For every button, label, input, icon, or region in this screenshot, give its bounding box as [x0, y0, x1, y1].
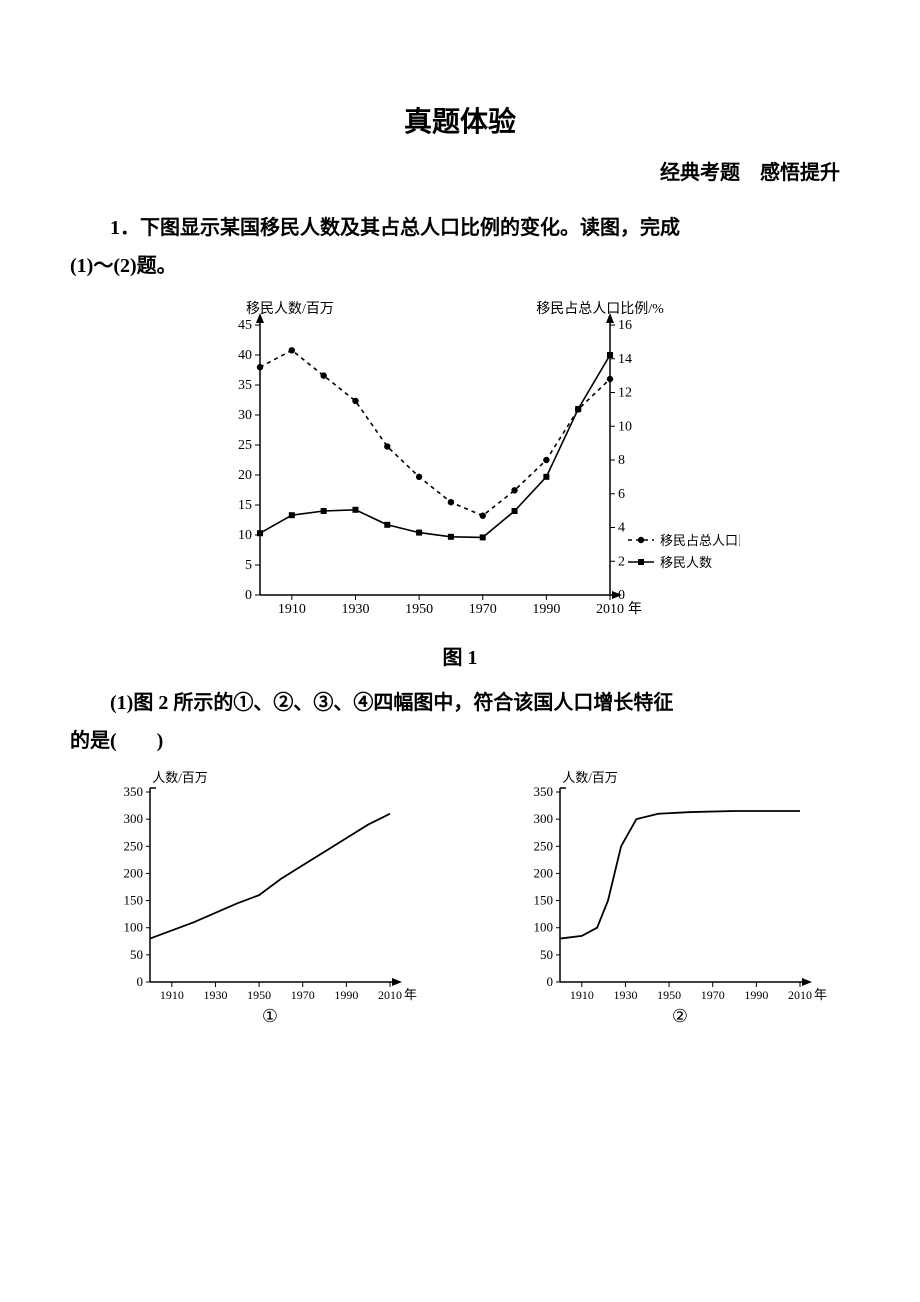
- svg-text:100: 100: [534, 920, 554, 935]
- svg-text:移民占总人口比例: 移民占总人口比例: [660, 533, 740, 548]
- svg-text:1930: 1930: [613, 988, 637, 1002]
- svg-text:200: 200: [124, 865, 144, 880]
- svg-text:年: 年: [628, 601, 642, 617]
- chart-1: 移民人数/百万移民占总人口比例/%05101520253035404502468…: [180, 295, 740, 635]
- svg-text:1990: 1990: [744, 988, 768, 1002]
- svg-text:250: 250: [534, 838, 554, 853]
- svg-text:300: 300: [124, 811, 144, 826]
- svg-text:16: 16: [618, 318, 632, 333]
- svg-text:2010: 2010: [596, 602, 624, 617]
- svg-text:1910: 1910: [570, 988, 594, 1002]
- question-intro-line2: (1)～(2)题。: [70, 247, 850, 285]
- subquestion-1-line1: (1)图 2 所示的①、②、③、④四幅图中，符合该国人口增长特征: [70, 684, 850, 722]
- subquestion-1-line2: 的是( ): [70, 722, 850, 760]
- svg-text:②: ②: [672, 1006, 688, 1026]
- svg-text:12: 12: [618, 386, 632, 401]
- svg-text:25: 25: [238, 438, 252, 453]
- svg-text:350: 350: [534, 784, 554, 799]
- svg-text:1990: 1990: [334, 988, 358, 1002]
- svg-text:1970: 1970: [469, 602, 497, 617]
- svg-text:15: 15: [238, 498, 252, 513]
- svg-text:1950: 1950: [405, 602, 433, 617]
- svg-text:年: 年: [404, 987, 417, 1002]
- svg-text:150: 150: [534, 893, 554, 908]
- svg-text:1990: 1990: [532, 602, 560, 617]
- svg-text:5: 5: [245, 558, 252, 573]
- small-chart-1: 人数/百万 0 50 100 150 200 250 300 350 1910 1930 1950 19…: [90, 768, 420, 1028]
- svg-text:人数/百万: 人数/百万: [152, 770, 208, 785]
- svg-text:1910: 1910: [278, 602, 306, 617]
- svg-text:1970: 1970: [291, 988, 315, 1002]
- svg-text:①: ①: [262, 1006, 278, 1026]
- page-title: 真题体验: [70, 100, 850, 140]
- svg-text:50: 50: [130, 947, 143, 962]
- chart-1-container: 移民人数/百万移民占总人口比例/%05101520253035404502468…: [70, 295, 850, 635]
- svg-text:200: 200: [534, 865, 554, 880]
- svg-text:1930: 1930: [203, 988, 227, 1002]
- question-intro-line1: 1．下图显示某国移民人数及其占总人口比例的变化。读图，完成: [70, 209, 850, 247]
- svg-text:移民占总人口比例/%: 移民占总人口比例/%: [536, 301, 664, 317]
- svg-text:移民人数: 移民人数: [660, 555, 712, 570]
- svg-text:14: 14: [618, 352, 632, 367]
- svg-text:35: 35: [238, 378, 252, 393]
- svg-text:1930: 1930: [341, 602, 369, 617]
- svg-text:40: 40: [238, 348, 252, 363]
- svg-text:1950: 1950: [247, 988, 271, 1002]
- svg-text:移民人数/百万: 移民人数/百万: [246, 301, 334, 317]
- svg-text:年: 年: [814, 987, 827, 1002]
- svg-text:45: 45: [238, 318, 252, 333]
- svg-text:0: 0: [547, 974, 554, 989]
- svg-text:2: 2: [618, 554, 625, 569]
- svg-text:4: 4: [618, 521, 625, 536]
- svg-text:300: 300: [534, 811, 554, 826]
- svg-text:8: 8: [618, 453, 625, 468]
- svg-text:30: 30: [238, 408, 252, 423]
- svg-text:人数/百万: 人数/百万: [562, 770, 618, 785]
- svg-text:10: 10: [618, 419, 632, 434]
- svg-text:250: 250: [124, 838, 144, 853]
- svg-text:0: 0: [245, 588, 252, 603]
- svg-text:0: 0: [137, 974, 144, 989]
- small-chart-2: 人数/百万 0 50 100 150 200 250 300 350 1910 1930 1950 19…: [500, 768, 830, 1028]
- svg-text:10: 10: [238, 528, 252, 543]
- svg-text:2010: 2010: [378, 988, 402, 1002]
- svg-text:100: 100: [124, 920, 144, 935]
- page-subtitle: 经典考题 感悟提升: [70, 156, 850, 185]
- svg-text:1950: 1950: [657, 988, 681, 1002]
- svg-text:1910: 1910: [160, 988, 184, 1002]
- svg-text:20: 20: [238, 468, 252, 483]
- small-charts-row: 人数/百万 0 50 100 150 200 250 300 350 1910 1930 1950 19…: [70, 768, 850, 1028]
- chart-1-caption: 图 1: [70, 641, 850, 670]
- svg-text:2010: 2010: [788, 988, 812, 1002]
- svg-text:1970: 1970: [701, 988, 725, 1002]
- svg-text:50: 50: [540, 947, 553, 962]
- svg-text:350: 350: [124, 784, 144, 799]
- svg-text:150: 150: [124, 893, 144, 908]
- svg-text:6: 6: [618, 487, 625, 502]
